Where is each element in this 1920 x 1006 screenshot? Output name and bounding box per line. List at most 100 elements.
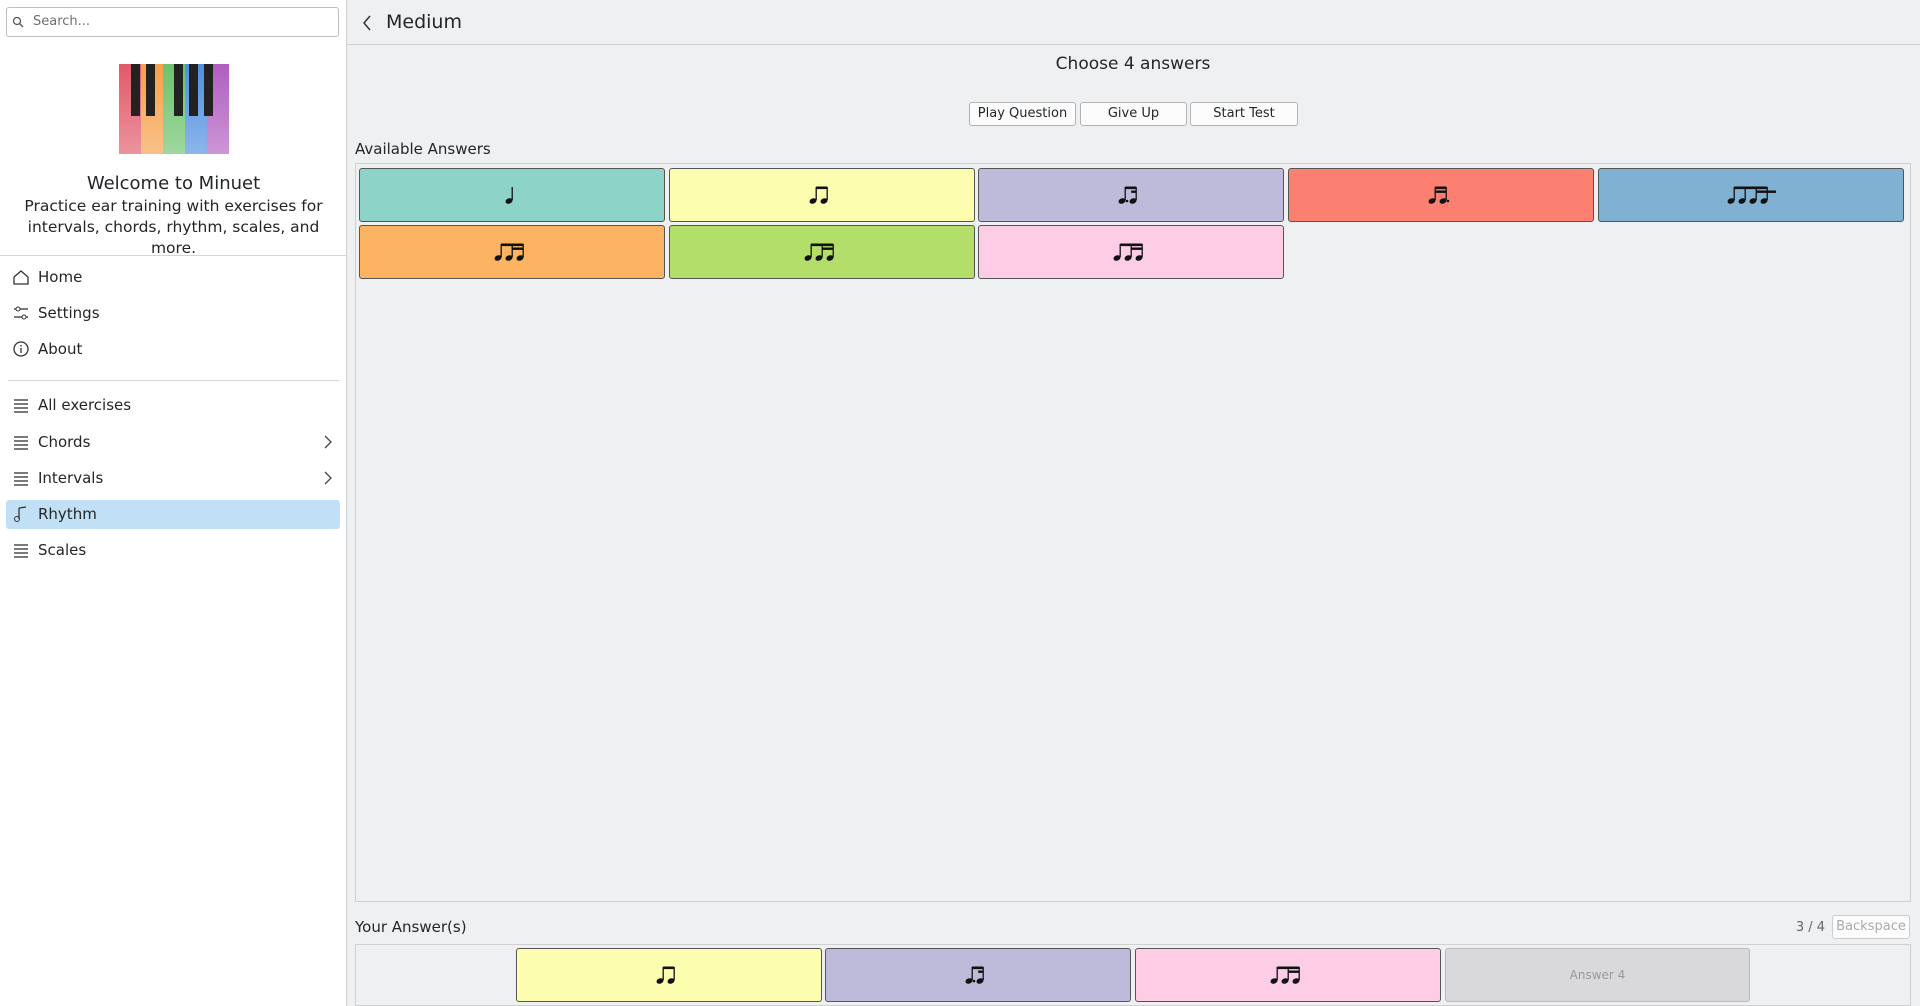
header: Medium	[347, 0, 1920, 45]
note-head	[1124, 255, 1131, 261]
note-head	[1281, 978, 1288, 984]
start-test-button[interactable]: Start Test	[1190, 102, 1298, 126]
note-head	[1727, 198, 1735, 204]
nav-icon	[14, 472, 28, 486]
nav-icon	[14, 436, 28, 450]
nav-icon	[14, 399, 28, 413]
note-head	[1129, 198, 1137, 204]
note-beam	[816, 186, 828, 190]
expand-arrow	[324, 435, 332, 449]
progress: 3 / 4	[1795, 920, 1825, 935]
note-head	[494, 255, 501, 261]
note-beam	[1130, 247, 1142, 250]
note-beam	[972, 966, 984, 970]
selected-highlight	[6, 500, 340, 529]
answer-tile[interactable]	[978, 168, 1284, 222]
nav-item[interactable]: Rhythm	[38, 505, 97, 523]
note-beam	[1435, 190, 1447, 193]
answer-placeholder: Answer 4	[1445, 948, 1750, 1002]
search-placeholder: Search...	[33, 14, 91, 29]
answer-tile[interactable]	[825, 948, 1131, 1002]
welcome-title: Welcome to Minuet	[86, 173, 261, 194]
nav-item[interactable]: About	[38, 340, 83, 358]
nav-icon	[14, 306, 28, 320]
rhythm-icon	[1270, 966, 1300, 984]
note-head	[505, 255, 512, 261]
app-logo	[119, 64, 229, 154]
note-head	[976, 978, 984, 984]
play-question-button[interactable]: Play Question	[969, 102, 1076, 126]
nav-item[interactable]: Settings	[38, 304, 100, 322]
give-up-button[interactable]: Give Up	[1080, 102, 1187, 126]
separator	[8, 380, 339, 381]
note-head	[1270, 978, 1277, 984]
note-head	[1113, 255, 1120, 261]
answer-tile[interactable]	[669, 225, 975, 279]
icon-stroke	[21, 314, 27, 320]
answer-tile[interactable]	[1598, 168, 1904, 222]
nav-icon	[13, 341, 29, 357]
prompt: Choose 4 answers	[1055, 54, 1211, 74]
note-head	[1738, 198, 1746, 204]
note-beam	[810, 243, 833, 247]
nav-icon	[13, 270, 29, 285]
icon-stroke	[324, 471, 332, 485]
note-head	[820, 198, 828, 204]
note-beam	[663, 966, 675, 970]
note-beam	[1756, 190, 1776, 193]
separator	[0, 255, 347, 256]
rhythm-icon	[1428, 186, 1450, 204]
rhythm-icon	[1727, 186, 1776, 204]
rhythm-icon	[965, 966, 984, 984]
note-beam	[978, 970, 984, 973]
icon-stroke	[14, 516, 20, 522]
note-head	[815, 255, 822, 261]
note-beam	[1125, 186, 1137, 190]
icon-stroke	[13, 270, 29, 285]
answer-tile[interactable]	[1135, 948, 1441, 1002]
answer-tile[interactable]	[978, 225, 1284, 279]
backspace-button[interactable]: Backspace	[1832, 915, 1910, 939]
note-head	[804, 255, 811, 261]
rhythm-icon	[1118, 186, 1137, 204]
rhythm-icon	[1113, 243, 1143, 261]
answers-panel	[355, 163, 1911, 902]
nav-item[interactable]: Scales	[38, 541, 87, 559]
answer-tile[interactable]	[1288, 168, 1594, 222]
answer-tile[interactable]	[516, 948, 822, 1002]
nav-item[interactable]: Chords	[38, 433, 91, 451]
available-answers-label: Available Answers	[355, 140, 491, 158]
note-head	[826, 255, 833, 261]
note-dot	[1125, 199, 1129, 203]
note-head	[505, 198, 512, 204]
answer-tile[interactable]	[359, 225, 665, 279]
nav-item[interactable]: Intervals	[38, 469, 104, 487]
note-head	[1118, 198, 1126, 204]
note-head	[1292, 978, 1299, 984]
note-beam	[1131, 190, 1137, 193]
back-button[interactable]	[361, 14, 373, 32]
search-field[interactable]: Search...	[6, 7, 339, 37]
note-head	[1428, 198, 1436, 204]
note-head	[809, 198, 817, 204]
icon-stroke	[324, 435, 332, 449]
nav-item[interactable]: Home	[38, 268, 83, 286]
note-head	[1749, 198, 1757, 204]
icon-stroke	[18, 506, 27, 509]
icon-stroke	[15, 306, 21, 312]
note-beam	[511, 247, 523, 250]
note-head	[656, 978, 664, 984]
icon-stroke	[13, 341, 29, 357]
note-beam	[1435, 186, 1447, 190]
your-answers-label: Your Answer(s)	[355, 918, 467, 936]
answer-tile[interactable]	[359, 168, 665, 222]
rhythm-icon	[809, 186, 828, 204]
page-title: Medium	[386, 11, 462, 33]
note-head	[965, 978, 973, 984]
answer-tile[interactable]	[669, 168, 975, 222]
nav-item[interactable]: All exercises	[38, 396, 132, 414]
sidebar: Search... Welcome to Minuet Practice ear…	[0, 0, 347, 1006]
note-head	[516, 255, 523, 261]
